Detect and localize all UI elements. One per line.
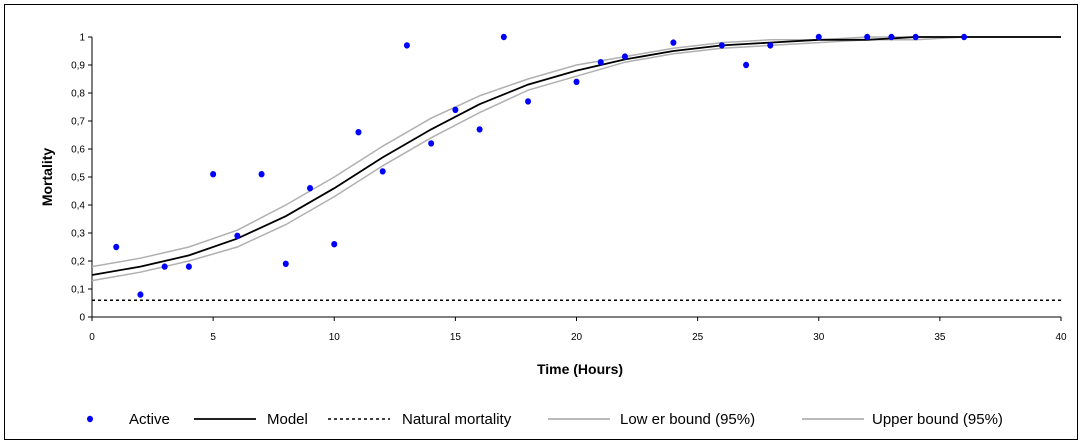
y-tick-label: 0,7 xyxy=(71,117,85,128)
active-data-point xyxy=(331,241,338,248)
active-data-point xyxy=(185,263,192,270)
active-data-point xyxy=(234,232,241,239)
y-tick-label: 0,6 xyxy=(71,145,85,156)
legend-label-natural-mortality: Natural mortality xyxy=(402,411,512,428)
active-data-point xyxy=(815,33,822,41)
y-tick-label: 0,9 xyxy=(71,61,85,72)
active-data-point xyxy=(525,98,532,105)
legend-label-active: Active xyxy=(129,411,170,428)
x-tick-label: 30 xyxy=(813,332,825,343)
y-tick-label: 0,4 xyxy=(71,201,85,212)
x-tick-label: 10 xyxy=(329,332,341,343)
legend-label-low-er-bound-95: Low er bound (95%) xyxy=(620,411,755,428)
active-data-point xyxy=(864,33,871,41)
y-tick-label: 1 xyxy=(79,33,85,44)
x-tick-label: 0 xyxy=(89,332,95,343)
x-tick-label: 5 xyxy=(210,332,216,343)
low-er-bound-95-line xyxy=(91,36,1061,282)
legend-marker-active xyxy=(87,415,93,423)
active-data-point xyxy=(258,171,265,178)
active-data-point xyxy=(210,171,217,178)
legend-label-model: Model xyxy=(267,411,308,428)
y-tick-label: 0 xyxy=(79,313,85,324)
active-data-point xyxy=(670,39,677,46)
active-data-point xyxy=(573,78,580,86)
active-data-point xyxy=(597,59,604,66)
active-data-point xyxy=(767,42,774,49)
y-tick-label: 0,1 xyxy=(71,285,85,296)
chart-frame xyxy=(4,4,1078,440)
active-data-point xyxy=(113,243,120,251)
active-data-point xyxy=(743,61,750,69)
active-data-point xyxy=(500,33,507,41)
x-tick-label: 15 xyxy=(450,332,462,343)
active-data-point xyxy=(428,140,435,147)
active-data-point xyxy=(282,260,289,267)
x-tick-label: 35 xyxy=(934,332,946,343)
y-tick-label: 0,3 xyxy=(71,229,85,240)
active-data-point xyxy=(912,33,919,41)
active-data-point xyxy=(403,42,410,49)
active-data-point xyxy=(355,129,362,136)
y-tick-label: 0,8 xyxy=(71,89,85,100)
active-data-point xyxy=(621,53,628,60)
active-data-point xyxy=(718,42,725,49)
active-data-point xyxy=(379,168,386,175)
legend-label-upper-bound-95: Upper bound (95%) xyxy=(872,411,1003,428)
active-data-point xyxy=(161,263,168,270)
y-tick-label: 0,2 xyxy=(71,257,85,268)
y-axis-title: Mortality xyxy=(39,148,55,207)
y-tick-label: 0,5 xyxy=(71,173,85,184)
model-line xyxy=(91,36,1061,276)
active-data-point xyxy=(476,126,483,133)
active-data-point xyxy=(888,33,895,41)
legend: Active Model Natural mortality Low er bound… xyxy=(87,411,1003,428)
x-axis-title: Time (Hours) xyxy=(537,361,623,377)
active-data-point xyxy=(137,291,144,298)
x-tick-label: 40 xyxy=(1055,332,1067,343)
x-tick-label: 25 xyxy=(692,332,704,343)
plot-area: 00,10,20,30,40,50,60,70,80,910 5 10 15 20 25 3… xyxy=(71,33,1067,344)
active-data-point xyxy=(307,185,314,192)
active-data-point xyxy=(961,33,968,41)
upper-bound-95-line xyxy=(91,36,1061,268)
active-data-point xyxy=(452,106,459,114)
x-tick-label: 20 xyxy=(571,332,583,343)
